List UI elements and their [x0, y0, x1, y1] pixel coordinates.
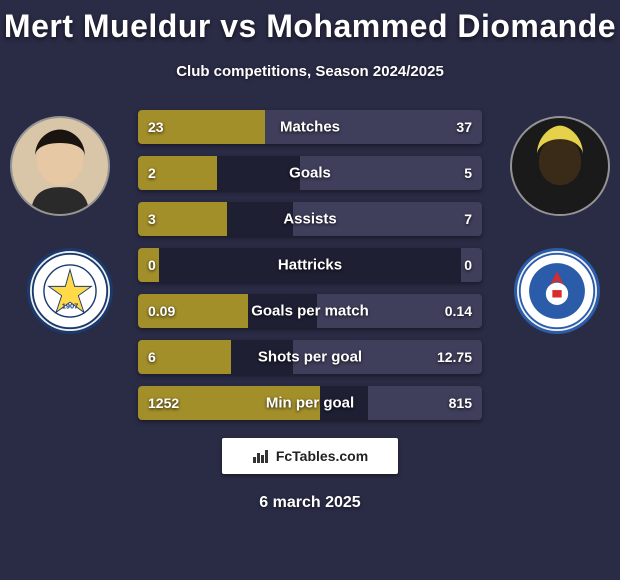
- stat-value-left: 23: [148, 119, 164, 135]
- stat-value-left: 0.09: [148, 303, 175, 319]
- stat-label: Min per goal: [266, 395, 354, 412]
- stat-value-right: 0.14: [445, 303, 472, 319]
- player2-avatar: [510, 116, 610, 216]
- stat-label: Goals: [289, 165, 331, 182]
- stat-row: 23 37 Matches: [138, 110, 482, 144]
- stat-value-right: 0: [464, 257, 472, 273]
- stat-row: 1252 815 Min per goal: [138, 386, 482, 420]
- stats-list: 2337Matches25Goals37Assists00Hattricks0.…: [138, 110, 482, 420]
- stat-row: 0 0 Hattricks: [138, 248, 482, 282]
- svg-text:1907: 1907: [62, 302, 79, 311]
- stat-value-left: 2: [148, 165, 156, 181]
- stat-label: Goals per match: [251, 303, 369, 320]
- stat-value-right: 37: [456, 119, 472, 135]
- stat-value-left: 0: [148, 257, 156, 273]
- player1-club-logo: 1907: [27, 248, 113, 334]
- stat-value-left: 6: [148, 349, 156, 365]
- stat-value-left: 3: [148, 211, 156, 227]
- stat-label: Matches: [280, 119, 340, 136]
- stat-value-right: 12.75: [437, 349, 472, 365]
- stat-label: Shots per goal: [258, 349, 362, 366]
- player2-club-logo: [514, 248, 600, 334]
- stat-value-right: 5: [464, 165, 472, 181]
- stat-row: 2 5 Goals: [138, 156, 482, 190]
- stat-row: 0.09 0.14 Goals per match: [138, 294, 482, 328]
- stat-row: 3 7 Assists: [138, 202, 482, 236]
- brand-badge[interactable]: FcTables.com: [222, 438, 398, 474]
- date: 6 march 2025: [0, 494, 620, 512]
- page-title: Mert Mueldur vs Mohammed Diomande: [0, 8, 620, 45]
- subtitle: Club competitions, Season 2024/2025: [0, 63, 620, 80]
- stat-value-right: 815: [449, 395, 472, 411]
- brand-label: FcTables.com: [276, 448, 368, 464]
- stats-panel: 1907 2337Matches25Goals37Assists00Hattri…: [0, 110, 620, 512]
- stat-value-left: 1252: [148, 395, 179, 411]
- stat-label: Hattricks: [278, 257, 342, 274]
- stat-label: Assists: [283, 211, 336, 228]
- player1-avatar: [10, 116, 110, 216]
- stat-value-right: 7: [464, 211, 472, 227]
- stat-row: 6 12.75 Shots per goal: [138, 340, 482, 374]
